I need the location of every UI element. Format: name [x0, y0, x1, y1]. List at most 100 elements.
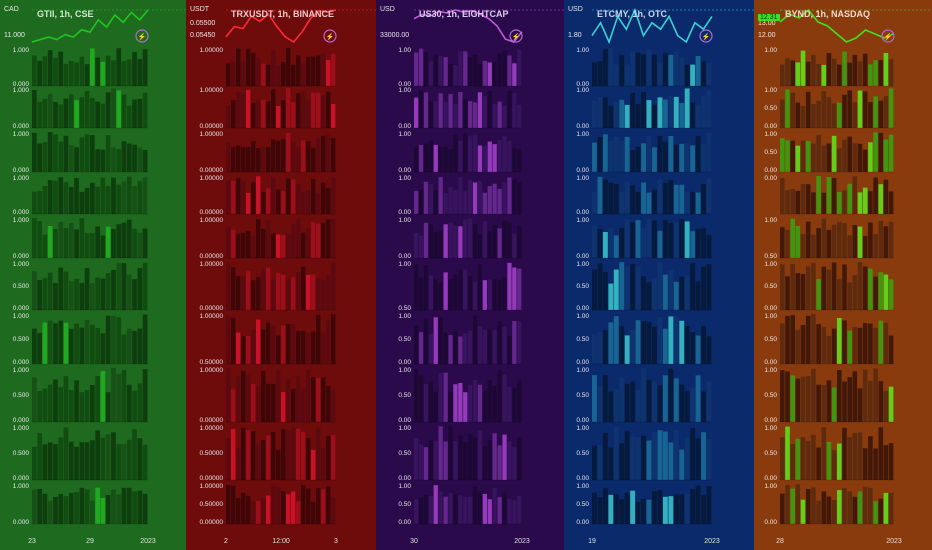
indicator-bar — [837, 443, 842, 480]
indicator-bar — [121, 61, 127, 86]
indicator-pane — [414, 426, 522, 481]
indicator-bar — [458, 51, 463, 86]
indicator-bar — [281, 62, 286, 86]
indicator-bar — [847, 282, 852, 310]
indicator-bar — [261, 498, 266, 524]
indicator-bar — [857, 327, 863, 364]
pane-axis-label: 1.00 — [398, 47, 411, 54]
symbol-title[interactable]: TRXUSDT, 1h, BINANCE — [231, 9, 335, 19]
chart-panel-trx[interactable]: ⚡ 1.00000 1.00000 0.00000 1.00000 0.00000 1.00… — [186, 0, 376, 550]
indicator-bar — [90, 440, 95, 480]
indicator-bar — [95, 376, 100, 422]
indicator-bar — [780, 264, 785, 310]
indicator-bar — [468, 330, 473, 364]
symbol-title[interactable]: GTII, 1h, CSE — [37, 9, 94, 19]
indicator-bar — [477, 491, 483, 524]
indicator-bar — [291, 388, 296, 422]
indicator-bar — [121, 444, 127, 480]
indicator-bar — [888, 335, 894, 364]
indicator-bar — [482, 60, 487, 86]
pane-axis-label: 1.00 — [576, 483, 589, 490]
chart-panel-etcmy[interactable]: ⚡ 1.00 0.00 1.00 0.00 1.00 0.00 1.00 0.00 1.00 0.0… — [564, 0, 754, 550]
indicator-pane — [32, 88, 148, 129]
indicator-bar — [453, 104, 458, 128]
indicator-bar — [492, 183, 497, 214]
alert-icon[interactable] — [135, 29, 149, 43]
indicator-bar — [58, 51, 64, 86]
chart-panel-us30[interactable]: ⚡ 1.00 0.00 1.00 0.00 1.00 0.00 1.00 0.00 1.00 0.0… — [376, 0, 564, 550]
indicator-bar — [74, 100, 79, 128]
indicator-bar — [100, 278, 106, 310]
indicator-bar — [646, 321, 652, 364]
indicator-bar — [862, 323, 868, 364]
symbol-title[interactable]: ETCMY, 1h, OTC — [597, 9, 668, 19]
indicator-bar — [111, 489, 116, 524]
indicator-bar — [301, 140, 306, 172]
indicator-bar — [497, 188, 502, 214]
pane-axis-label: 0.00000 — [200, 209, 224, 216]
alert-icon[interactable] — [699, 29, 713, 43]
indicator-bar — [690, 387, 696, 422]
indicator-bar — [837, 64, 842, 86]
indicator-bar — [142, 150, 148, 172]
symbol-title[interactable]: US30, 1h, EIGHTCAP — [419, 9, 509, 19]
chart-panel-bynd[interactable]: ⚡ 1.00 1.00 0.50 0.00 1.00 0.50 0.00 0.00 1.00 0.5… — [754, 0, 932, 550]
pane-axis-label: 0.00 — [576, 305, 589, 312]
pane-axis-label: 1.00 — [398, 87, 411, 94]
indicator-bar — [857, 192, 863, 214]
alert-icon[interactable] — [509, 29, 523, 43]
symbol-title[interactable]: BYND, 1h, NASDAQ — [785, 9, 871, 19]
indicator-bar — [602, 49, 608, 86]
indicator-bar — [84, 64, 90, 86]
pane-axis-label: 0.00 — [764, 475, 777, 482]
indicator-bar — [821, 145, 827, 172]
indicator-bar — [517, 437, 522, 480]
indicator-bar — [690, 102, 696, 128]
indicator-bar — [271, 89, 276, 128]
price-axis-label: 33000.00 — [380, 32, 410, 39]
currency-label: USDT — [190, 6, 210, 13]
pane-axis-label: 0.00 — [398, 519, 411, 526]
indicator-bar — [668, 316, 674, 364]
indicator-bar — [477, 92, 483, 128]
indicator-bar — [873, 177, 878, 214]
indicator-bar — [487, 329, 492, 364]
indicator-bar — [306, 369, 311, 422]
indicator-bar — [868, 381, 873, 422]
indicator-bar — [795, 225, 801, 258]
indicator-bar — [111, 229, 116, 258]
indicator-bar — [873, 60, 878, 86]
indicator-bar — [47, 384, 53, 422]
indicator-bar — [619, 262, 625, 310]
indicator-bar — [831, 103, 837, 128]
indicator-bar — [482, 446, 487, 480]
indicator-bar — [873, 327, 878, 364]
indicator-bar — [251, 52, 256, 86]
indicator-bar — [414, 369, 419, 422]
indicator-bar — [668, 270, 674, 310]
indicator-bar — [306, 274, 311, 310]
indicator-pane — [780, 484, 894, 525]
indicator-bar — [873, 276, 878, 310]
indicator-bar — [331, 434, 336, 480]
indicator-bar — [668, 368, 674, 422]
indicator-bar — [662, 53, 668, 86]
indicator-bar — [690, 427, 696, 480]
indicator-bar — [868, 268, 873, 310]
indicator-bar — [635, 104, 641, 128]
indicator-bar — [695, 104, 701, 128]
indicator-bar — [624, 266, 630, 310]
chart-svg: ⚡1.000001.000000.000001.000000.000001.00… — [200, 9, 376, 545]
chart-panel-gtii[interactable]: ⚡ 1.000 0.000 1.000 0.000 1.000 0.000 1.000 0.00… — [0, 0, 186, 550]
alert-icon[interactable] — [323, 29, 337, 43]
indicator-bar — [95, 327, 100, 364]
indicator-bar — [690, 145, 696, 172]
indicator-bar — [502, 182, 507, 214]
indicator-bar — [502, 136, 507, 172]
indicator-bar — [816, 279, 821, 310]
indicator-bar — [613, 427, 619, 480]
currency-label: CAD — [4, 6, 19, 13]
indicator-bar — [624, 181, 630, 214]
indicator-bar — [679, 449, 685, 480]
alert-icon[interactable] — [881, 29, 895, 43]
